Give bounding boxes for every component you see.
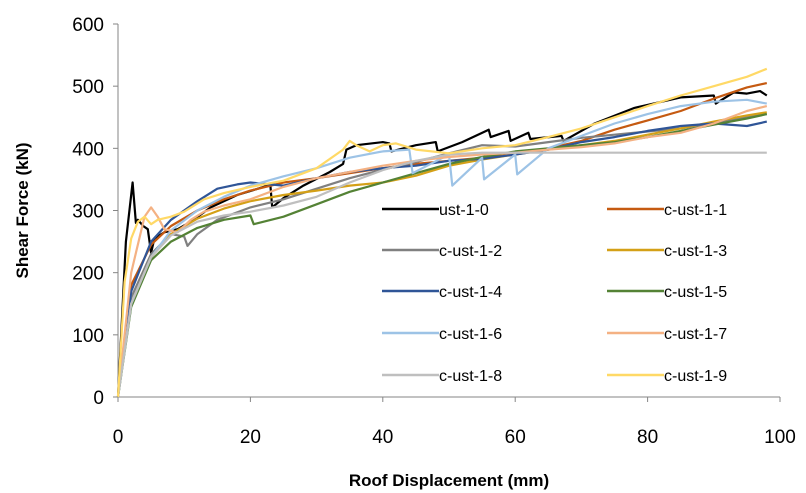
x-tick-label: 60: [505, 427, 526, 448]
axis-ticks: 0 100 200 300 400 500 600 0 20 40 60 80 100: [72, 15, 796, 448]
legend-label-c-ust-1-7: c-ust-1-7: [664, 326, 727, 343]
x-tick-label: 40: [372, 427, 393, 448]
legend-label-c-ust-1-2: c-ust-1-2: [439, 243, 502, 260]
x-axis-title: Roof Displacement (mm): [349, 471, 549, 490]
y-tick-label: 200: [72, 264, 104, 285]
series-line-c-ust-1-1: [116, 82, 768, 398]
legend-label-c-ust-1-9: c-ust-1-9: [664, 368, 727, 385]
legend: ust-1-0 c-ust-1-1 c-ust-1-2 c-ust-1-3 c-ust-…: [382, 202, 727, 385]
x-tick-label: 20: [240, 427, 261, 448]
legend-label-c-ust-1-3: c-ust-1-3: [664, 243, 727, 260]
legend-label-c-ust-1-1: c-ust-1-1: [664, 202, 727, 219]
y-tick-label: 400: [72, 139, 104, 160]
legend-label-c-ust-1-8: c-ust-1-8: [439, 368, 502, 385]
x-tick-label: 100: [764, 427, 796, 448]
series-line-c-ust-1-9: [116, 67, 768, 398]
legend-label-c-ust-1-5: c-ust-1-5: [664, 284, 727, 301]
x-tick-label: 80: [637, 427, 658, 448]
y-tick-label: 0: [93, 388, 104, 409]
y-tick-label: 300: [72, 202, 104, 223]
y-axis-title: Shear Force (kN): [13, 142, 32, 278]
y-tick-label: 500: [72, 77, 104, 98]
series-line-c-ust-1-7: [116, 105, 768, 398]
legend-label-c-ust-1-4: c-ust-1-4: [439, 284, 502, 301]
series-line-c-ust-1-3: [116, 111, 767, 398]
x-tick-label: 0: [113, 427, 124, 448]
legend-label-ust-1-0: ust-1-0: [439, 202, 489, 219]
y-tick-label: 600: [72, 15, 104, 36]
series-line-c-ust-1-4: [116, 120, 768, 398]
series-line-c-ust-1-8: [116, 151, 767, 398]
legend-label-c-ust-1-6: c-ust-1-6: [439, 326, 502, 343]
series-layer: [116, 67, 768, 398]
y-tick-label: 100: [72, 326, 104, 347]
